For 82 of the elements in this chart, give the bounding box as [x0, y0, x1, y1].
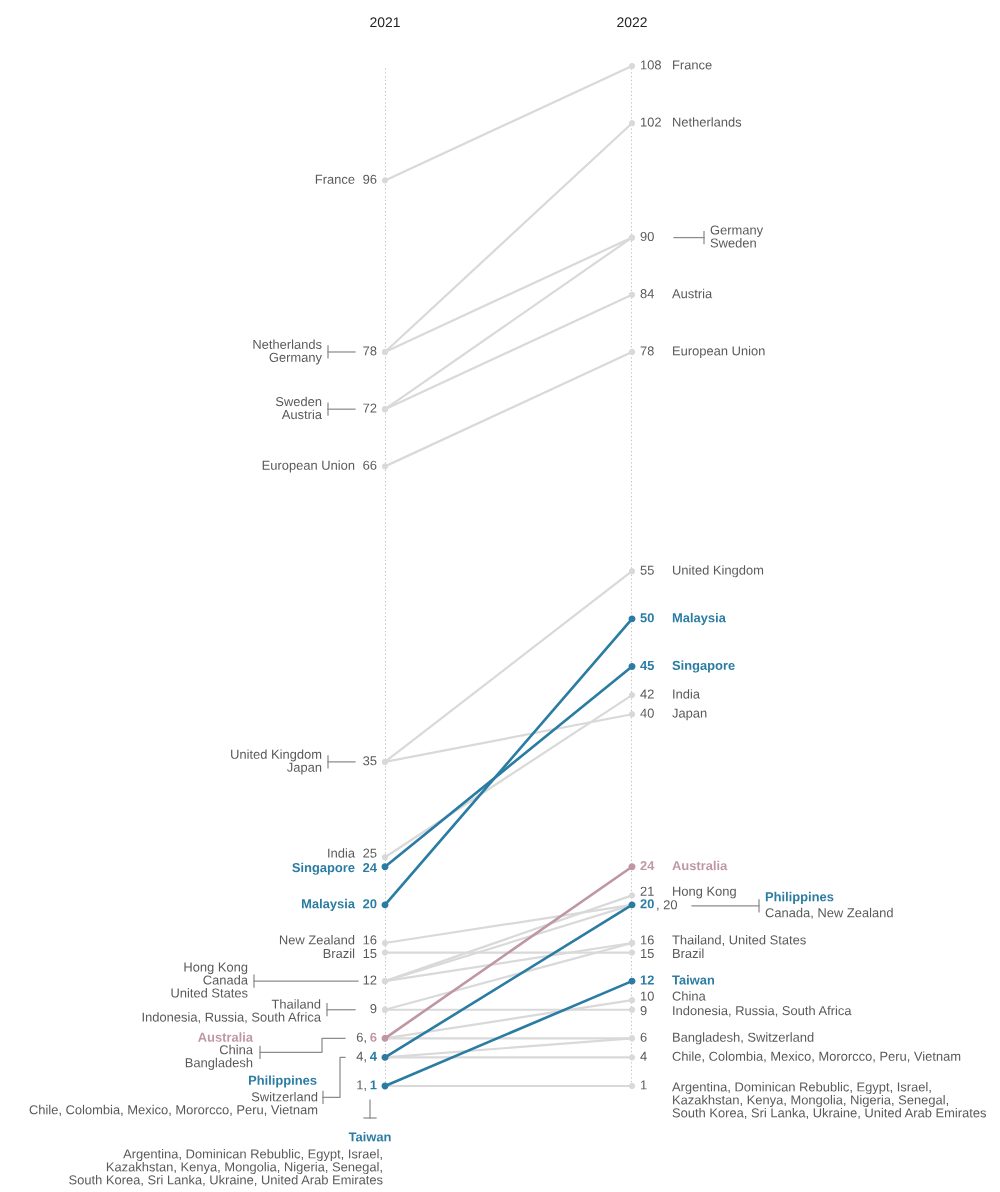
- annotation: 16: [640, 935, 654, 945]
- annotation: France: [673, 60, 712, 70]
- text: Malaysia: [302, 898, 356, 911]
- text: Taiwan: [672, 975, 715, 985]
- annotation: United Kingdom: [673, 565, 764, 578]
- text: Philippines: [765, 891, 834, 904]
- text: Philippines: [248, 1075, 317, 1088]
- annotation: 15: [363, 949, 377, 959]
- annotation: India: [673, 689, 701, 699]
- annotation: , 20: [657, 900, 678, 911]
- annotation: 6: [640, 1032, 647, 1042]
- annotation: Thailand, United States: [672, 934, 806, 946]
- text: Malaysia: [672, 612, 726, 625]
- annotation: 4,: [356, 1051, 366, 1063]
- annotation: 78: [363, 346, 377, 356]
- annotation: 6,: [356, 1032, 366, 1044]
- annotation: 78: [640, 346, 654, 356]
- text: China Bangladesh: [185, 1044, 253, 1070]
- text: Singapore: [672, 660, 735, 673]
- annotation: 55: [640, 565, 654, 575]
- annotation: 90: [640, 231, 654, 242]
- annotation: 42: [640, 689, 654, 699]
- data-label: 20: [363, 899, 377, 909]
- annotation: 72: [363, 403, 377, 413]
- data-label: 4: [370, 1051, 377, 1061]
- annotation: Japan: [672, 708, 707, 721]
- annotation: Germany Sweden: [710, 225, 764, 248]
- annotation: Hong Kong: [673, 886, 736, 899]
- annotation: Brazil: [323, 948, 355, 959]
- annotation: China: [672, 991, 706, 1001]
- annotation: Netherlands Germany: [253, 339, 322, 365]
- data-label: 45: [640, 661, 655, 671]
- annotation: 25: [363, 848, 377, 858]
- annotation: France: [315, 174, 355, 184]
- annotation: 84: [640, 289, 654, 299]
- text: Hong Kong Canada United States: [171, 962, 248, 998]
- annotation: 16: [363, 935, 377, 945]
- annotation: Argentina, Dominican Rebublic, Egypt, Israel, Kazakhstan, Kenya, Mongolia, Nigeria, Senegal, South Korea, Sri Lanka, Ukraine, United Arab Emirates: [672, 1082, 986, 1119]
- annotation: 35: [363, 756, 377, 766]
- text: Singapore: [292, 862, 355, 875]
- data-label: 12: [640, 975, 654, 985]
- annotation: 1,: [357, 1080, 366, 1091]
- annotation: European Union: [262, 460, 355, 473]
- annotation: New Zealand: [279, 934, 355, 945]
- data-label: 24: [640, 861, 655, 871]
- data-label: 24: [363, 863, 377, 873]
- annotation: Thailand Indonesia, Russia, South Africa: [142, 999, 322, 1024]
- annotation: European Union: [673, 345, 765, 358]
- text: Australia: [672, 860, 728, 871]
- annotation: 96: [363, 174, 377, 184]
- annotation: 10: [640, 991, 654, 1001]
- text: Australia: [198, 1032, 254, 1042]
- annotation: 4: [640, 1051, 647, 1061]
- annotation: Indonesia, Russia, South Africa: [673, 1005, 852, 1017]
- annotation: Brazil: [673, 948, 704, 959]
- annotation: 9: [640, 1006, 647, 1016]
- annotation: 102: [640, 117, 661, 127]
- x-tick-label: 2022: [617, 17, 647, 28]
- data-label: 1: [370, 1080, 377, 1090]
- text: Switzerland Chile, Colombia, Mexico, Mororcco, Peru, Vietnam: [29, 1091, 318, 1116]
- annotation: 21: [640, 886, 654, 896]
- annotation: Sweden Austria: [275, 396, 322, 420]
- annotation: India: [328, 848, 355, 858]
- annotation: 9: [370, 1004, 377, 1014]
- text: Taiwan: [348, 1131, 391, 1142]
- text: Argentina, Dominican Rebublic, Egypt, Israel, Kazakhstan, Kenya, Mongolia, Nigeria, Senegal, South Korea, Sri Lanka, Ukraine, United Arab Emirates: [69, 1149, 383, 1186]
- annotation: 12: [363, 975, 377, 985]
- annotation: 15: [640, 949, 654, 959]
- annotation: Chile, Colombia, Mexico, Mororcco, Peru, Vietnam: [672, 1051, 961, 1063]
- annotation: 108: [640, 60, 661, 70]
- annotation: Netherlands: [673, 117, 742, 127]
- annotation: 1: [640, 1080, 647, 1090]
- text: Canada, New Zealand: [765, 907, 893, 919]
- annotation: 40: [640, 708, 654, 718]
- annotation: 66: [363, 460, 377, 470]
- data-label: 50: [640, 613, 654, 623]
- data-label: 6: [370, 1032, 377, 1042]
- data-label: 20: [640, 899, 654, 909]
- annotation: Bangladesh, Switzerland: [673, 1032, 814, 1045]
- x-tick-label: 2021: [370, 17, 400, 28]
- annotation: Austria: [672, 288, 713, 299]
- annotation: United Kingdom Japan: [231, 749, 322, 775]
